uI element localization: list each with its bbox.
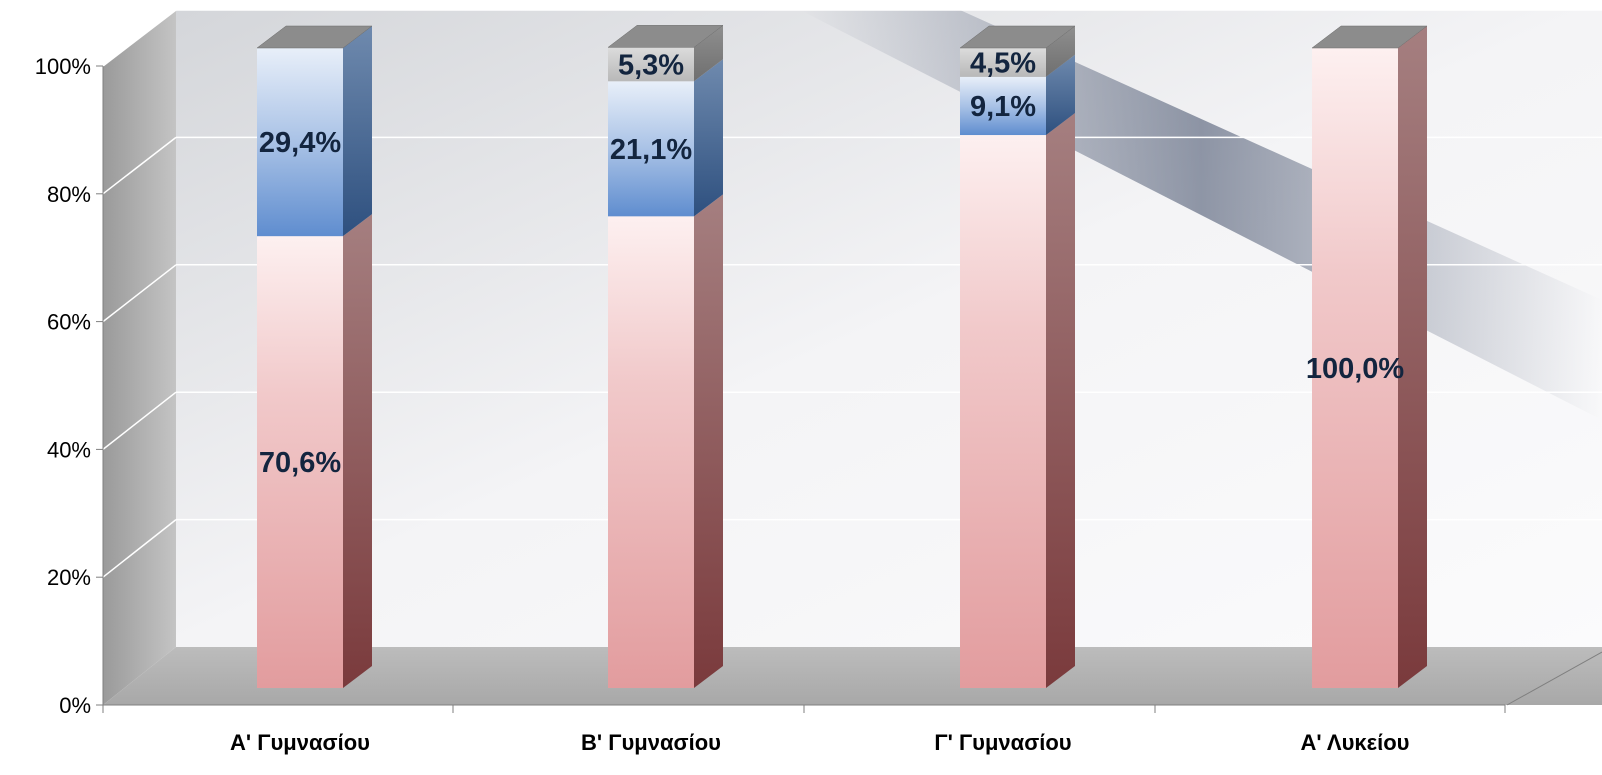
bar-top-cap	[256, 25, 373, 49]
data-label: 21,1%	[610, 134, 692, 166]
bar-top-cap	[959, 25, 1076, 49]
x-category-label: Α' Λυκείου	[1301, 730, 1410, 755]
gridline-side	[102, 264, 177, 323]
bar-segment-pink-side	[1398, 26, 1427, 688]
axis-layer: 0% 20% 40% 60% 80% 100% Α' Γυμνασίου Β' Γυμνασί…	[35, 54, 1602, 755]
data-label: 70,6%	[259, 447, 341, 479]
bar-segment-gray-side	[694, 25, 723, 82]
y-tick-label: 40%	[47, 437, 91, 462]
bar-segment-gray-front	[608, 47, 694, 82]
data-label: 100,0%	[1306, 353, 1405, 385]
bar-segment-blue-side	[1046, 54, 1075, 136]
bar-top-cap	[607, 25, 724, 48]
bars-layer	[256, 25, 1428, 689]
chart-floor	[103, 647, 1602, 705]
bar-segment-blue-front	[257, 48, 343, 237]
bar-segment-pink-front	[608, 216, 694, 688]
x-category-label: Β' Γυμνασίου	[581, 730, 721, 755]
y-tick-label: 100%	[35, 54, 91, 79]
bar-segment-pink-side	[694, 194, 723, 688]
gridline-side	[102, 391, 177, 450]
bar-segment-gray-side	[1046, 26, 1075, 77]
floor-edge	[1506, 651, 1602, 706]
y-tick-label: 20%	[47, 565, 91, 590]
bar-segment-pink-front	[1312, 48, 1398, 688]
bar-segment-blue-side	[343, 26, 372, 237]
bar-segment-pink-side	[1046, 113, 1075, 689]
y-tick-label: 80%	[47, 182, 91, 207]
data-label: 9,1%	[970, 91, 1036, 123]
bar-segment-pink-side	[343, 214, 372, 688]
data-label: 5,3%	[618, 49, 684, 81]
x-category-label: Γ' Γυμνασίου	[934, 730, 1071, 755]
gridline-side	[102, 9, 177, 67]
bar-segment-blue-front	[960, 76, 1046, 136]
bar-segment-pink-front	[257, 236, 343, 688]
bar-top-cap	[1311, 25, 1428, 49]
y-tick-label: 60%	[47, 310, 91, 335]
gridline-side	[102, 136, 177, 195]
labels-layer: 70,6% 29,4% 21,1% 5,3% 9,1% 4,5% 100,0%	[259, 47, 1405, 479]
x-category-label: Α' Γυμνασίου	[230, 730, 370, 755]
data-label: 29,4%	[259, 127, 341, 159]
y-tick-label: 0%	[59, 693, 91, 718]
bar-segment-blue-front	[608, 81, 694, 217]
bar-segment-blue-side	[694, 59, 723, 217]
side-wall	[103, 10, 176, 705]
bar-segment-gray-front	[960, 48, 1046, 77]
data-label: 4,5%	[970, 47, 1036, 79]
bar-segment-pink-front	[960, 135, 1046, 689]
gridline-side	[102, 519, 177, 578]
